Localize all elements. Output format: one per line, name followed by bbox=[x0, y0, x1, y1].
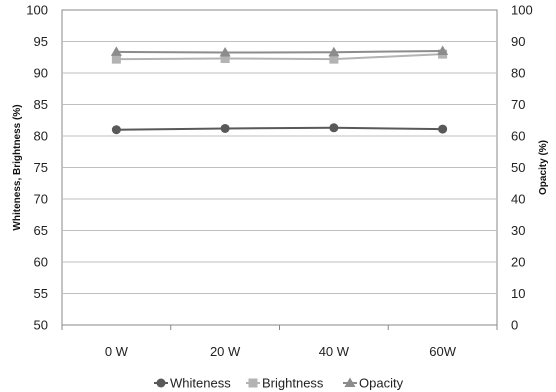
right-tick-label: 100 bbox=[511, 3, 533, 18]
data-point bbox=[111, 125, 121, 135]
legend: Whiteness Brightness Opacity bbox=[154, 376, 404, 391]
left-tick-label: 90 bbox=[34, 66, 48, 81]
x-axis-ticks: 0 W 20 W 40 W 60W bbox=[61, 325, 498, 359]
x-tick-label: 60W bbox=[429, 344, 456, 359]
legend-marker bbox=[344, 377, 356, 387]
data-point bbox=[438, 124, 448, 134]
series-line bbox=[116, 126, 443, 131]
right-tick-label: 80 bbox=[511, 66, 525, 81]
left-tick-label: 100 bbox=[26, 3, 48, 18]
left-tick-label: 50 bbox=[34, 318, 48, 333]
right-tick-label: 20 bbox=[511, 255, 525, 270]
right-tick-label: 90 bbox=[511, 34, 525, 49]
left-tick-label: 55 bbox=[34, 286, 48, 301]
left-tick-label: 70 bbox=[34, 192, 48, 207]
left-axis-title: Whiteness, Brightness (%) bbox=[12, 104, 23, 230]
left-tick-label: 60 bbox=[34, 255, 48, 270]
data-point bbox=[328, 46, 340, 57]
data-point bbox=[111, 54, 121, 64]
legend-item-opacity: Opacity bbox=[343, 376, 404, 391]
legend-label: Opacity bbox=[359, 376, 404, 391]
gridlines bbox=[62, 41, 497, 294]
right-tick-label: 50 bbox=[511, 160, 525, 175]
data-point bbox=[437, 45, 449, 55]
right-tick-label: 60 bbox=[511, 129, 525, 144]
right-axis-title: Opacity (%) bbox=[538, 140, 549, 195]
left-tick-label: 85 bbox=[34, 97, 48, 112]
right-axis-ticks: 0 10 20 30 40 50 60 70 80 90 100 bbox=[511, 3, 533, 333]
left-tick-label: 65 bbox=[34, 223, 48, 238]
legend-item-brightness: Brightness bbox=[246, 376, 324, 391]
left-tick-label: 75 bbox=[34, 160, 48, 175]
right-tick-label: 0 bbox=[511, 318, 518, 333]
legend-label: Whiteness bbox=[170, 376, 231, 391]
legend-item-whiteness: Whiteness bbox=[154, 376, 231, 391]
left-tick-label: 80 bbox=[34, 129, 48, 144]
left-tick-label: 95 bbox=[34, 34, 48, 49]
data-point bbox=[220, 123, 230, 133]
legend-marker bbox=[248, 378, 258, 388]
series-whiteness bbox=[111, 123, 448, 135]
series-line bbox=[116, 49, 443, 54]
legend-label: Brightness bbox=[262, 376, 324, 391]
data-point bbox=[110, 46, 122, 56]
right-tick-label: 70 bbox=[511, 97, 525, 112]
series-opacity bbox=[110, 45, 449, 57]
left-axis-ticks: 50 55 60 65 70 75 80 85 90 95 100 bbox=[26, 3, 48, 333]
data-point bbox=[220, 54, 230, 64]
right-tick-label: 10 bbox=[511, 286, 525, 301]
series-layer bbox=[110, 45, 449, 135]
x-tick-label: 40 W bbox=[319, 344, 350, 359]
data-point bbox=[329, 54, 339, 64]
data-point bbox=[219, 47, 231, 57]
x-tick-label: 20 W bbox=[210, 344, 241, 359]
legend-marker bbox=[156, 378, 166, 388]
right-tick-label: 40 bbox=[511, 192, 525, 207]
x-tick-label: 0 W bbox=[105, 344, 129, 359]
series-line bbox=[116, 53, 443, 61]
right-tick-label: 30 bbox=[511, 223, 525, 238]
data-point bbox=[329, 123, 339, 133]
